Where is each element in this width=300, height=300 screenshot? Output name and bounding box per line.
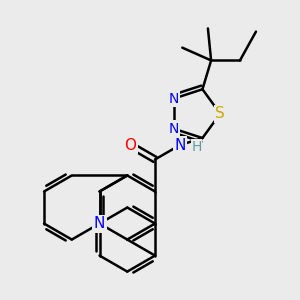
Text: N: N: [174, 137, 186, 152]
Text: H: H: [191, 140, 202, 154]
Text: S: S: [215, 106, 225, 121]
Text: O: O: [124, 137, 136, 152]
Text: N: N: [94, 216, 105, 231]
Text: N: N: [169, 122, 179, 136]
Text: N: N: [169, 92, 179, 106]
